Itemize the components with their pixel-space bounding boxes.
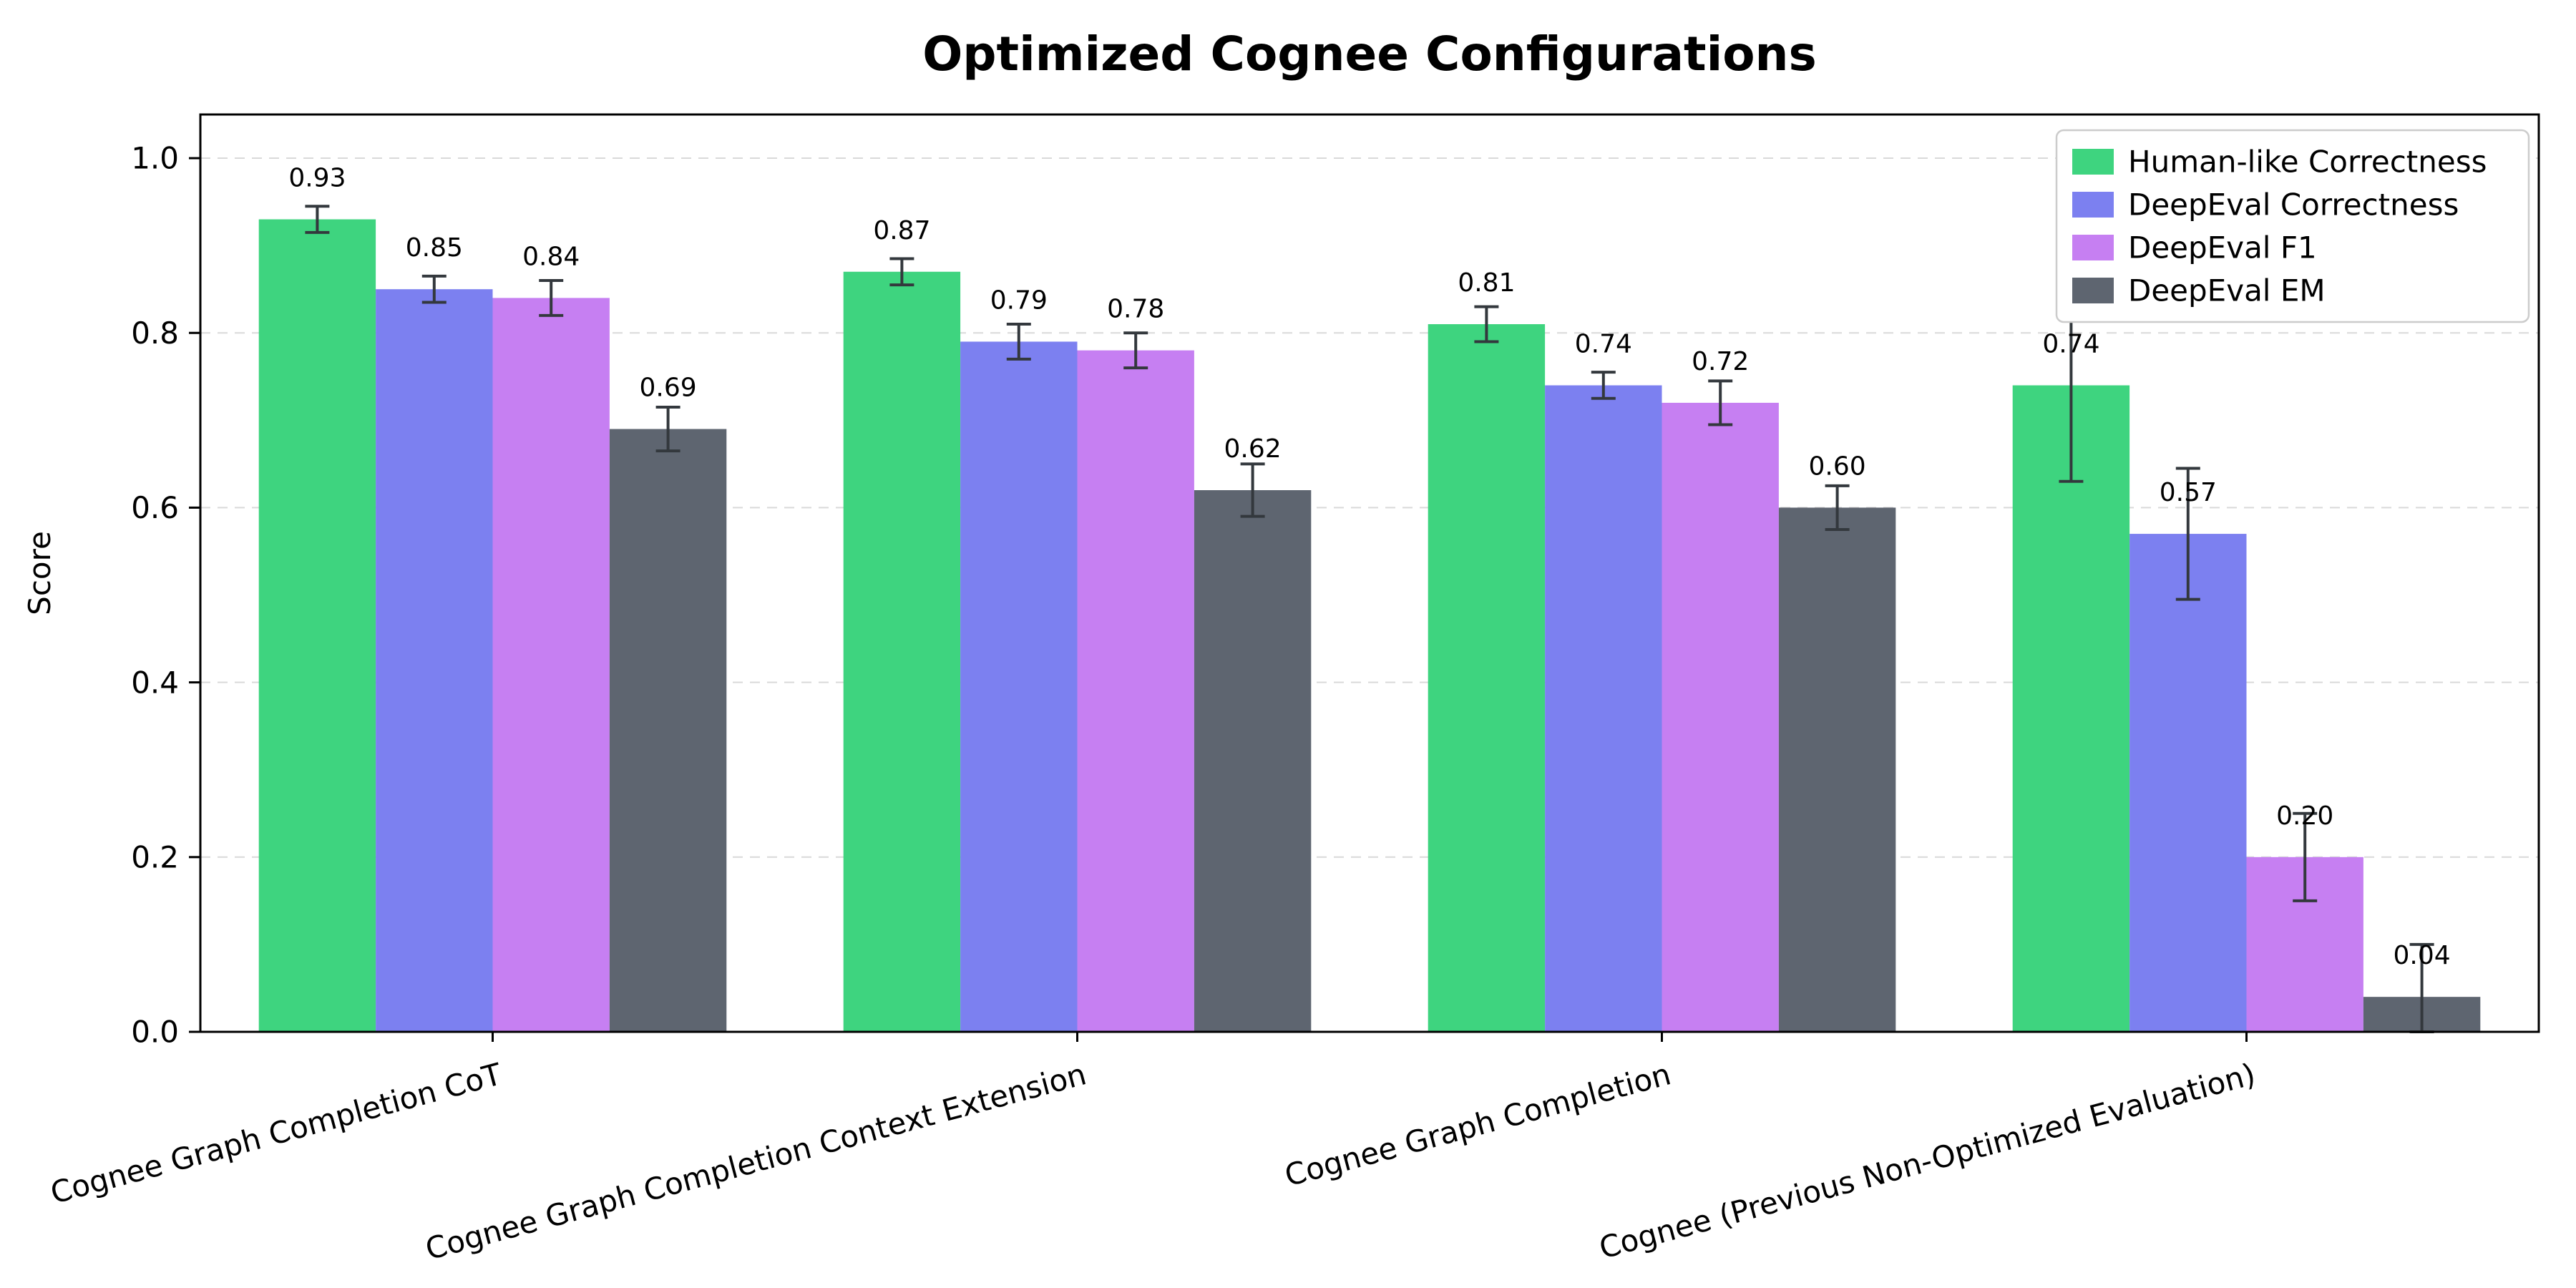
y-tick-label: 0.0 <box>131 1015 179 1050</box>
legend: Human-like Correctness DeepEval Correctne… <box>2055 129 2530 323</box>
legend-swatch <box>2072 149 2114 175</box>
bar-0-1 <box>843 271 961 1032</box>
bar-value-label: 0.81 <box>1458 268 1515 298</box>
legend-label: DeepEval F1 <box>2128 230 2317 265</box>
y-tick-label: 0.8 <box>131 316 179 351</box>
y-tick-label: 0.2 <box>131 840 179 875</box>
bar-2-2 <box>1662 402 1779 1032</box>
x-tick-label: Cognee (Previous Non-Optimized Evaluatio… <box>1596 1056 2259 1265</box>
bar-value-label: 0.78 <box>1107 295 1164 324</box>
bar-value-label: 0.57 <box>2160 478 2217 507</box>
plot-border <box>199 113 2540 1033</box>
legend-label: DeepEval Correctness <box>2128 187 2459 223</box>
bar-value-label: 0.85 <box>406 233 463 263</box>
bar-3-1 <box>1194 490 1312 1032</box>
bar-1-1 <box>960 341 1078 1032</box>
x-tick-label: Cognee Graph Completion CoT <box>47 1056 505 1211</box>
bar-2-0 <box>492 298 610 1032</box>
bar-1-0 <box>376 289 493 1033</box>
bar-value-label: 0.72 <box>1692 347 1749 376</box>
bar-1-3 <box>2129 534 2247 1032</box>
y-axis-label: Score <box>22 531 57 615</box>
chart-title: Optimized Cognee Configurations <box>922 26 1817 82</box>
bar-0-0 <box>258 219 376 1032</box>
bar-value-label: 0.84 <box>522 242 580 271</box>
bar-value-label: 0.04 <box>2394 941 2451 970</box>
y-tick-label: 0.4 <box>131 665 179 700</box>
bar-value-label: 0.93 <box>288 164 346 193</box>
y-tick-label: 1.0 <box>131 141 179 176</box>
legend-label: Human-like Correctness <box>2128 145 2487 180</box>
legend-label: DeepEval EM <box>2128 273 2326 308</box>
bar-value-label: 0.20 <box>2276 801 2333 831</box>
bar-value-label: 0.87 <box>873 216 930 245</box>
y-tick-label: 0.6 <box>131 490 179 525</box>
x-tick-label: Cognee Graph Completion Context Extensio… <box>421 1056 1090 1267</box>
bar-value-label: 0.79 <box>990 286 1048 315</box>
bars-group <box>258 219 2481 1033</box>
legend-swatch <box>2072 278 2114 303</box>
bar-1-2 <box>1545 385 1662 1032</box>
bar-value-label: 0.74 <box>1575 329 1632 358</box>
legend-swatch <box>2072 192 2114 218</box>
plot-area: 0.93 0.87 0.81 0.74 0.85 0.79 0.74 0.57 0.84 0.78… <box>47 113 2540 1267</box>
bar-3-2 <box>1778 507 1896 1032</box>
bar-2-1 <box>1077 350 1194 1033</box>
bar-value-label: 0.69 <box>640 374 697 403</box>
legend-swatch <box>2072 235 2114 260</box>
bar-0-3 <box>2012 385 2130 1032</box>
bar-3-0 <box>609 429 727 1032</box>
legend-box <box>2055 129 2530 323</box>
bar-value-label: 0.74 <box>2042 329 2099 358</box>
bar-labels-group: 0.93 0.87 0.81 0.74 0.85 0.79 0.74 0.57 0.84 0.78… <box>288 164 2450 971</box>
y-axis: 0.0 0.2 0.4 0.6 0.8 1.0 <box>131 141 200 1050</box>
bar-value-label: 0.62 <box>1224 434 1282 464</box>
x-tick-label: Cognee Graph Completion <box>1281 1056 1674 1193</box>
bar-0-2 <box>1428 324 1546 1032</box>
bar-value-label: 0.60 <box>1809 452 1866 481</box>
